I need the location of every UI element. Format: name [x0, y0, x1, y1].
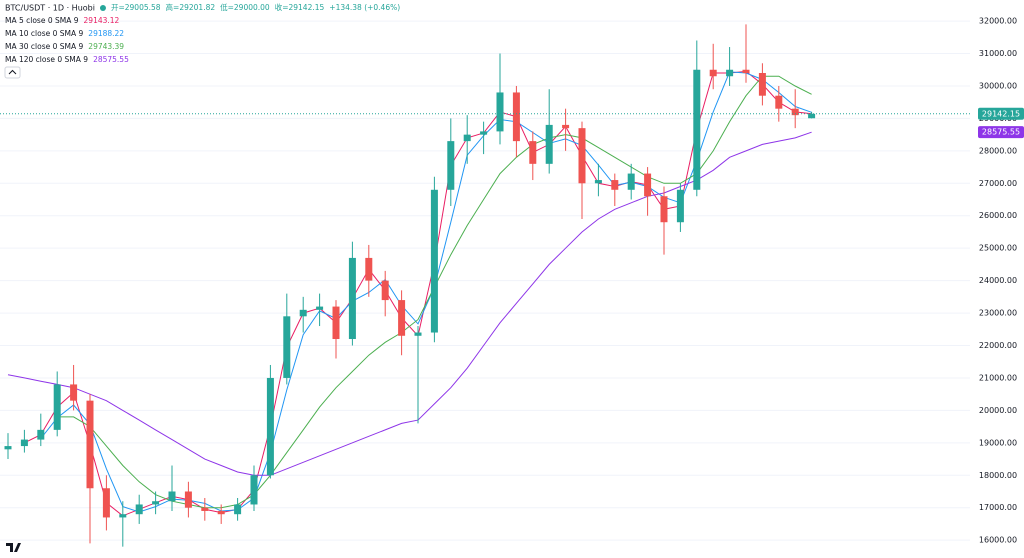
ohlc-low: 低=29000.00: [220, 2, 270, 12]
candle-body: [184, 491, 192, 508]
candle-body: [480, 131, 488, 135]
candle-body: [168, 491, 176, 502]
candle-body: [70, 384, 78, 401]
candle-body: [676, 189, 684, 223]
price-tag-label: 29142.15: [982, 109, 1020, 118]
candle-body: [693, 69, 701, 190]
candle-body: [86, 400, 94, 489]
candle-body: [37, 429, 45, 440]
candle-body: [266, 377, 274, 476]
y-tick-label: 27000.00: [979, 179, 1017, 188]
legend-name: MA 30 close 0 SMA 9: [5, 42, 84, 51]
y-tick-label: 26000.00: [979, 211, 1017, 220]
ma-lines: [7, 70, 812, 517]
ma-line: [7, 131, 812, 476]
ohlc-change: +134.38 (+0.46%): [329, 3, 400, 12]
y-tick-label: 22000.00: [979, 341, 1017, 350]
price-axis: [970, 0, 1024, 558]
candle-body: [644, 173, 652, 197]
candle-body: [775, 95, 783, 109]
legend-name: MA 5 close 0 SMA 9: [5, 16, 79, 25]
legend-name: MA 120 close 0 SMA 9: [5, 55, 88, 64]
ma-tag-label: 28575.55: [982, 128, 1020, 137]
collapse-button[interactable]: [4, 66, 21, 79]
candle-body: [545, 124, 553, 164]
candle-body: [742, 69, 750, 73]
y-tick-label: 24000.00: [979, 276, 1017, 285]
y-tick-label: 25000.00: [979, 244, 1017, 253]
candle-body: [627, 173, 635, 190]
candle-body: [119, 514, 127, 518]
candle-body: [381, 280, 389, 301]
y-tick-label: 17000.00: [979, 503, 1017, 512]
legend-value: 28575.55: [93, 55, 129, 64]
y-tick-label: 31000.00: [979, 49, 1017, 58]
candle-body: [463, 134, 471, 142]
legend-value: 29743.39: [88, 42, 124, 51]
candle-body: [53, 384, 61, 430]
candle-body: [135, 504, 143, 515]
candle-body: [299, 309, 307, 317]
candle-body: [217, 510, 225, 515]
y-tick-label: 16000.00: [979, 536, 1017, 545]
y-tick-label: 20000.00: [979, 406, 1017, 415]
candle-body: [365, 257, 373, 281]
ohlc-open: 开=29005.58: [111, 3, 161, 12]
candle-body: [447, 141, 455, 190]
ohlc-close: 收=29142.15: [275, 2, 325, 12]
candle-body: [201, 507, 209, 511]
candle-body: [102, 488, 110, 518]
candle-body: [660, 196, 668, 223]
candle-body: [234, 504, 242, 515]
candle-body: [152, 501, 160, 505]
collapse-icon: [8, 69, 17, 75]
status-dot: [99, 5, 106, 11]
candle-body: [496, 92, 504, 132]
candle-body: [578, 128, 586, 184]
price-tag: [978, 107, 1024, 120]
candle-body: [348, 257, 356, 340]
legend-name: MA 10 close 0 SMA 9: [5, 29, 84, 38]
candle-body: [562, 124, 570, 129]
candle-body: [726, 69, 734, 77]
candle-body: [808, 113, 816, 119]
candle-body: [4, 446, 12, 450]
candle-body: [529, 141, 537, 164]
y-tick-label: 19000.00: [979, 438, 1017, 447]
candle-body: [709, 69, 717, 77]
candle-body: [250, 475, 258, 505]
y-tick-label: 21000.00: [979, 373, 1017, 382]
candles: [4, 24, 816, 547]
candle-body: [430, 189, 438, 333]
logo: [6, 543, 21, 552]
candle-body: [791, 108, 799, 116]
candle-body: [316, 306, 324, 310]
logo-mark: [6, 543, 21, 552]
candle-body: [758, 72, 766, 96]
candle-body: [332, 306, 340, 340]
candle-body: [398, 300, 406, 336]
legend-value: 29188.22: [88, 29, 124, 38]
candle-body: [611, 180, 619, 190]
candle-body: [283, 316, 291, 378]
collapse-box[interactable]: [4, 66, 21, 79]
candle-body: [20, 439, 28, 447]
y-tick-label: 18000.00: [979, 471, 1017, 480]
candle-body: [594, 180, 602, 184]
y-tick-label: 23000.00: [979, 309, 1017, 318]
ohlc-high: 高=29201.82: [166, 2, 216, 12]
y-tick-label: 32000.00: [979, 17, 1017, 26]
candle-body: [414, 332, 422, 336]
legend-value: 29143.12: [84, 16, 120, 25]
candle-body: [512, 92, 520, 142]
y-tick-label: 30000.00: [979, 81, 1017, 90]
ma-tag: [978, 126, 1024, 139]
y-tick-label: 28000.00: [979, 146, 1017, 155]
symbol-title: BTC/USDT · 1D · Huobi: [5, 4, 95, 13]
